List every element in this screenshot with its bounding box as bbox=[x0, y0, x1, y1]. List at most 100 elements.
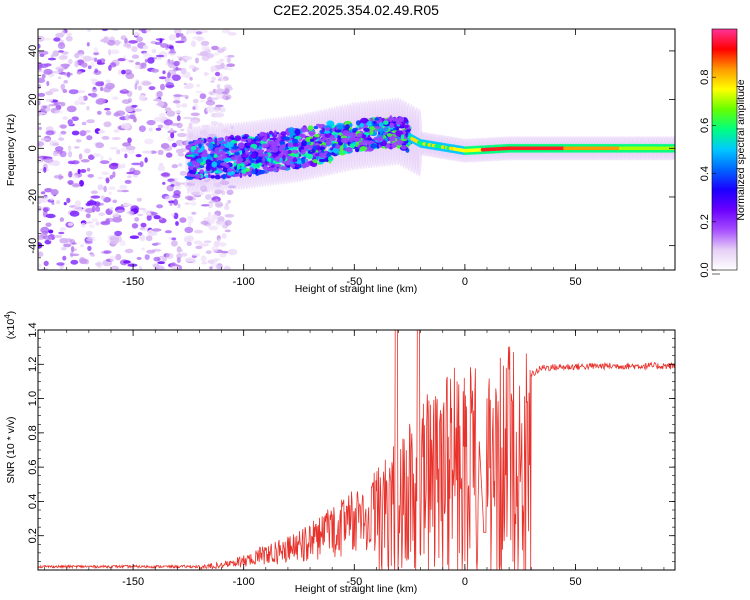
noise-blob bbox=[193, 240, 203, 245]
noise-blob bbox=[41, 37, 51, 41]
noise-blob bbox=[176, 102, 181, 109]
noise-blob bbox=[86, 105, 90, 111]
noise-blob bbox=[124, 153, 128, 159]
noise-blob bbox=[168, 34, 177, 41]
signal-blob bbox=[190, 146, 197, 150]
noise-blob bbox=[137, 85, 142, 91]
noise-blob bbox=[204, 194, 212, 200]
colorbar-tick-label: 0.4 bbox=[699, 166, 711, 181]
noise-blob bbox=[224, 214, 235, 218]
signal-blob bbox=[312, 159, 318, 164]
signal-blob bbox=[329, 134, 335, 139]
signal-blob bbox=[236, 163, 241, 170]
noise-blob bbox=[135, 61, 141, 66]
noise-blob bbox=[218, 242, 227, 247]
noise-blob bbox=[122, 88, 128, 92]
signal-blob bbox=[301, 163, 310, 168]
signal-blob bbox=[405, 129, 411, 133]
signal-blob bbox=[321, 127, 325, 133]
noise-blob bbox=[135, 154, 142, 158]
noise-blob bbox=[170, 122, 180, 127]
noise-blob bbox=[124, 248, 134, 254]
noise-blob bbox=[175, 221, 179, 226]
signal-blob bbox=[288, 142, 293, 147]
noise-blob bbox=[184, 56, 193, 61]
noise-blob bbox=[187, 222, 192, 228]
noise-blob bbox=[199, 93, 207, 100]
spectrogram-y-tick-label: -20 bbox=[27, 189, 39, 205]
signal-blob bbox=[213, 153, 218, 159]
noise-blob bbox=[180, 128, 185, 132]
noise-blob bbox=[120, 123, 131, 130]
noise-blob bbox=[211, 45, 219, 51]
noise-blob bbox=[214, 259, 218, 263]
noise-blob bbox=[223, 265, 231, 270]
noise-blob bbox=[133, 31, 140, 36]
noise-blob bbox=[52, 50, 60, 57]
noise-blob bbox=[146, 214, 152, 221]
noise-blob bbox=[40, 138, 51, 141]
noise-blob bbox=[209, 266, 213, 270]
noise-blob bbox=[59, 217, 65, 222]
noise-blob bbox=[206, 106, 215, 113]
noise-blob bbox=[180, 252, 188, 257]
noise-blob bbox=[44, 63, 52, 67]
signal-blob bbox=[373, 121, 377, 125]
signal-blob bbox=[292, 138, 299, 145]
noise-blob bbox=[86, 167, 91, 172]
noise-blob bbox=[103, 197, 112, 203]
noise-blob bbox=[123, 260, 131, 264]
signal-blob bbox=[266, 167, 275, 171]
snr-layer bbox=[38, 330, 675, 570]
noise-blob bbox=[183, 85, 193, 89]
signal-blob bbox=[345, 124, 350, 130]
noise-blob bbox=[127, 263, 138, 267]
noise-blob bbox=[105, 177, 110, 184]
signal-blob bbox=[199, 165, 205, 169]
noise-blob bbox=[215, 198, 219, 203]
noise-blob bbox=[136, 36, 143, 42]
noise-blob bbox=[72, 174, 78, 179]
snr-y-tick-label: 0.4 bbox=[27, 494, 39, 509]
noise-blob bbox=[154, 117, 162, 122]
noise-blob bbox=[196, 53, 203, 56]
noise-blob bbox=[198, 192, 204, 196]
noise-blob bbox=[179, 170, 187, 176]
noise-blob bbox=[65, 35, 73, 42]
signal-blob bbox=[298, 141, 302, 147]
signal-blob bbox=[287, 149, 292, 154]
spectrogram-x-label: Height of straight line (km) bbox=[295, 283, 418, 295]
noise-blob bbox=[105, 110, 112, 116]
signal-blob bbox=[349, 143, 355, 149]
snr-multiplier-close: ) bbox=[5, 311, 17, 315]
noise-blob bbox=[59, 150, 67, 158]
noise-blob bbox=[128, 114, 136, 120]
noise-blob bbox=[40, 226, 50, 234]
noise-blob bbox=[43, 68, 53, 75]
noise-blob bbox=[217, 237, 221, 244]
noise-blob bbox=[211, 214, 219, 220]
spectrogram-x-tick-label: -50 bbox=[346, 276, 362, 288]
noise-blob bbox=[45, 222, 52, 227]
noise-blob bbox=[124, 179, 132, 184]
signal-blob bbox=[396, 122, 403, 125]
noise-blob bbox=[60, 238, 70, 244]
signal-blob bbox=[370, 143, 377, 149]
noise-blob bbox=[66, 71, 71, 78]
noise-blob bbox=[59, 175, 64, 179]
noise-blob bbox=[160, 43, 169, 48]
snr-y-tick-label: 1.4 bbox=[27, 322, 39, 337]
noise-blob bbox=[171, 142, 177, 148]
snr-axes: -150 -100 -50 0 50 0.2 0.4 0.6 0.8 1.0 1.2 1.4 bbox=[27, 322, 675, 588]
noise-blob bbox=[97, 184, 104, 191]
signal-blob bbox=[254, 163, 261, 169]
snr-multiplier-exponent: 4 bbox=[3, 314, 12, 319]
noise-blob bbox=[208, 225, 219, 231]
noise-blob bbox=[165, 61, 169, 66]
noise-blob bbox=[100, 195, 105, 201]
noise-blob bbox=[43, 260, 49, 267]
noise-blob bbox=[140, 222, 147, 228]
noise-blob bbox=[58, 133, 62, 139]
noise-blob bbox=[45, 98, 54, 103]
noise-blob bbox=[183, 82, 187, 86]
